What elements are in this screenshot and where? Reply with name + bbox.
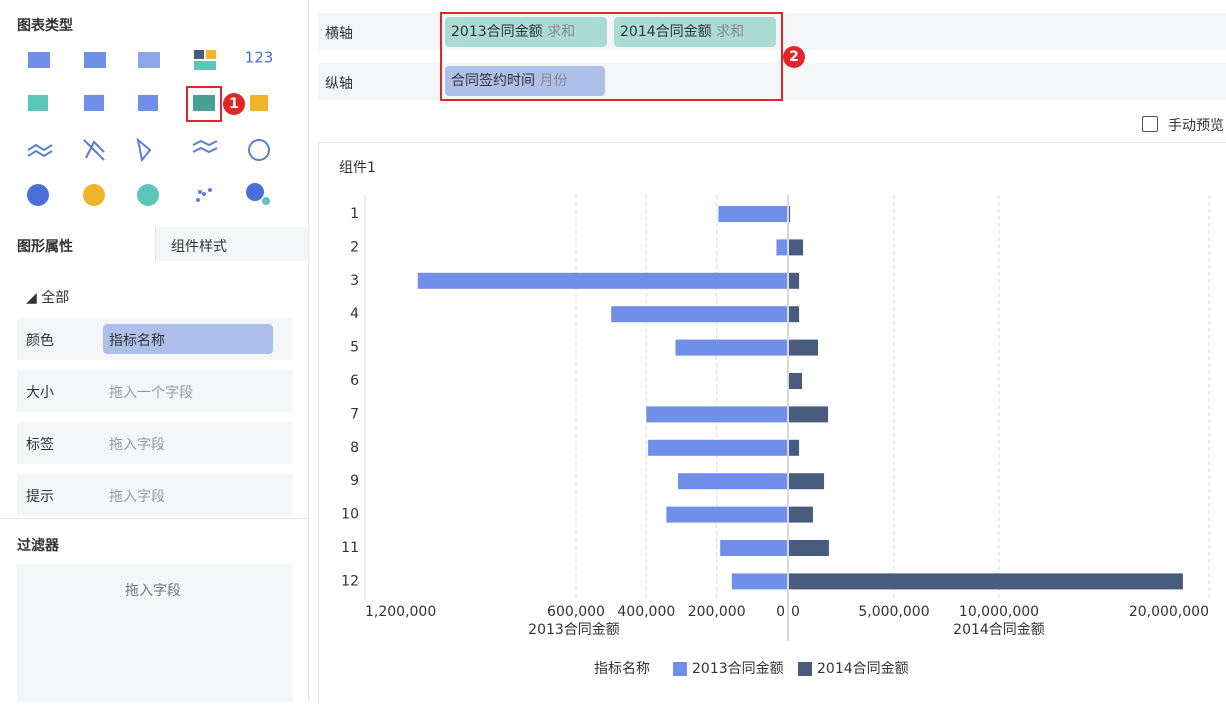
x-tick-label: 200,000 [688, 604, 746, 620]
filter-drop[interactable]: 拖入字段 [17, 564, 293, 702]
bar [789, 473, 825, 490]
y-tick-label: 3 [350, 273, 359, 289]
annotation-badge: 2 [783, 46, 805, 68]
x-tick-label: 5,000,000 [858, 604, 929, 620]
y-tick-label: 8 [350, 440, 359, 456]
legend-swatch [798, 662, 812, 676]
bar [789, 573, 1183, 590]
bar [776, 239, 787, 256]
y-tick-label: 11 [341, 540, 359, 556]
chart: 组件1 1,200,000 600,000 400,000 200,000 0 0 5,00… [339, 160, 1210, 677]
field-pill[interactable]: 2014合同金额 求和 [614, 17, 776, 47]
field-pill[interactable]: 指标名称 [103, 324, 273, 354]
field-row[interactable]: 提示 拖入字段 [17, 474, 293, 516]
bar [789, 306, 800, 323]
y-tick-label: 10 [341, 507, 359, 523]
bar [789, 540, 829, 556]
bar [789, 206, 791, 222]
bar [718, 206, 787, 222]
bar [666, 506, 787, 523]
bar [789, 239, 804, 256]
bar [789, 439, 800, 456]
pill-name: 2014合同金额 [620, 24, 712, 40]
y-tick-label: 1 [350, 206, 359, 222]
y-tick-label: 7 [350, 406, 359, 422]
x-tick-label: 600,000 [547, 604, 605, 620]
section-label: ◢ 全部 [26, 290, 70, 306]
bar [646, 406, 787, 423]
field-label: 提示 [26, 489, 54, 505]
sidebar: 图表类型 123 1 图形属性 组件样式 ◢ 全部 颜色 指标名称 大小 拖入一个… [0, 0, 309, 702]
bar [789, 272, 800, 289]
shelf-label: 纵轴 [325, 76, 353, 92]
field-row[interactable]: 大小 拖入一个字段 [17, 370, 293, 412]
chart-title: 组件1 [339, 160, 376, 176]
field-row[interactable]: 标签 拖入字段 [17, 422, 293, 464]
pill-agg: 求和 [547, 24, 576, 40]
x-axis-title: 2013合同金额 [528, 622, 620, 638]
tab[interactable]: 组件样式 [156, 227, 308, 261]
pill-agg: 求和 [716, 24, 745, 40]
field-row[interactable]: 颜色 指标名称 [17, 318, 293, 360]
bar [417, 272, 787, 289]
tab-label: 图形属性 [17, 239, 73, 255]
y-tick-label: 2 [350, 239, 359, 255]
x-tick-label: 0 [791, 604, 800, 620]
bar [789, 406, 829, 423]
pill-agg: 月份 [539, 73, 568, 89]
section-name: 全部 [41, 290, 70, 306]
bar [731, 573, 787, 590]
x-axis-title: 2014合同金额 [953, 622, 1045, 638]
x-tick-label: 400,000 [617, 604, 675, 620]
bar [677, 473, 787, 490]
highlight-box [440, 12, 783, 101]
y-tick-label: 4 [350, 306, 359, 322]
chart-panel: 组件1 1,200,000 600,000 400,000 200,000 0 0 5,00… [318, 142, 1226, 703]
pill-name: 合同签约时间 [451, 73, 535, 89]
preview-label: 手动预览 [1168, 118, 1224, 134]
bar [789, 339, 818, 356]
icon-label: 123 [245, 49, 274, 67]
section-title: 图表类型 [17, 18, 73, 34]
field-value: 指标名称 [109, 333, 165, 349]
bar [611, 306, 787, 323]
legend-label: 2013合同金额 [692, 661, 784, 677]
field-pill[interactable]: 2013合同金额 求和 [445, 17, 607, 47]
bar [720, 540, 787, 556]
field-placeholder: 拖入字段 [109, 489, 165, 505]
x-tick-label: 20,000,000 [1129, 604, 1209, 620]
y-tick-label: 5 [350, 340, 359, 356]
y-tick-label: 6 [350, 373, 359, 389]
shelf-label: 横轴 [325, 26, 353, 42]
field-pill[interactable]: 合同签约时间 月份 [445, 66, 605, 96]
legend-title: 指标名称 [594, 661, 650, 677]
x-tick-label: 0 [776, 604, 785, 620]
bar [675, 339, 787, 356]
bar [789, 373, 803, 389]
pill-name: 2013合同金额 [451, 24, 543, 40]
legend-label: 2014合同金额 [817, 661, 909, 677]
field-placeholder: 拖入字段 [109, 437, 165, 453]
y-tick-label: 9 [350, 473, 359, 489]
filter-title: 过滤器 [17, 538, 59, 554]
x-tick-label: 10,000,000 [959, 604, 1039, 620]
bar [648, 439, 787, 456]
tab-label: 组件样式 [171, 239, 227, 255]
y-tick-label: 12 [341, 573, 359, 589]
field-label: 大小 [26, 385, 54, 401]
field-placeholder: 拖入一个字段 [109, 385, 193, 401]
tab[interactable]: 图形属性 [0, 227, 156, 261]
field-label: 颜色 [26, 333, 54, 349]
x-tick-label: 1,200,000 [365, 604, 436, 620]
annotation-badge: 1 [223, 93, 245, 115]
legend-swatch [673, 662, 687, 676]
field-label: 标签 [26, 437, 54, 453]
filter-placeholder: 拖入字段 [125, 583, 181, 599]
chart-type-icons[interactable]: 123 [0, 40, 300, 220]
bar [789, 506, 813, 523]
